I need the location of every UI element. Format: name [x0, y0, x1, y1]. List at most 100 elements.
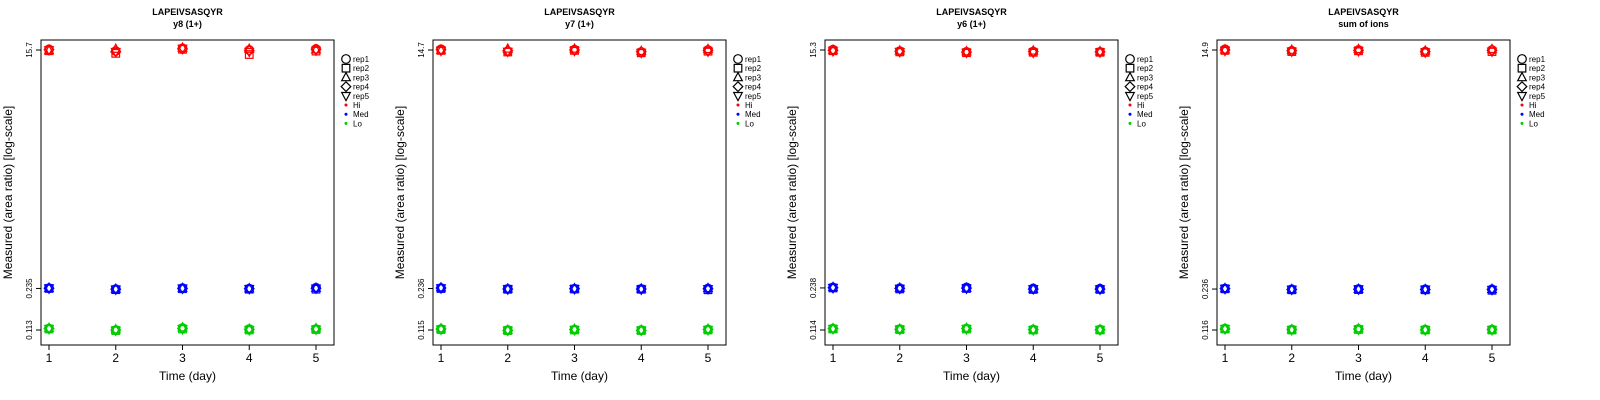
x-axis-label: Time (day)	[943, 369, 1000, 383]
legend-label: rep5	[1529, 92, 1546, 101]
legend-marker-rep1	[1125, 54, 1135, 64]
data-point-lo-rep5	[1486, 326, 1498, 337]
legend-marker-rep3	[340, 71, 352, 82]
y-tick-label: 0.114	[809, 320, 818, 340]
data-point-med-rep3	[110, 282, 122, 293]
data-point-lo-rep3	[635, 323, 647, 334]
y-tick-label: 0.116	[1201, 320, 1210, 340]
data-point-lo-rep3	[1486, 323, 1498, 334]
legend-dot-lo	[1128, 121, 1132, 125]
data-point-hi-rep5	[635, 48, 647, 59]
y-tick-label: 0.236	[417, 278, 426, 299]
legend-label: Lo	[353, 119, 362, 128]
legend-dot-lo	[736, 121, 740, 125]
plot-frame	[824, 39, 1119, 346]
y-axis-label: Measured (area ratio) [log-scale]	[1, 106, 15, 279]
data-point-lo-rep3	[1286, 323, 1298, 334]
legend-label: rep4	[745, 83, 762, 92]
plot-frame	[432, 39, 727, 346]
data-point-med-rep3	[702, 282, 714, 293]
x-tick-label: 5	[313, 351, 320, 365]
data-point-lo-rep3	[243, 322, 255, 333]
data-point-lo-rep3	[110, 323, 122, 334]
data-point-med-rep3	[827, 281, 839, 292]
legend-dot-hi	[736, 103, 740, 107]
data-point-lo-rep5	[1353, 325, 1364, 336]
x-tick-label: 5	[705, 351, 712, 365]
chart-title: LAPEIVSASQYR	[936, 7, 1007, 17]
legend-label: rep4	[1137, 83, 1154, 92]
data-point-med-rep5	[310, 284, 322, 295]
panel-1: LAPEIVSASQYR y8 (1+) 1 2 3 4 5 Time (day) 0.113 0…	[1, 7, 370, 383]
chart-subtitle: y7 (1+)	[565, 19, 594, 29]
y-tick-label: 15.3	[809, 42, 818, 58]
data-point-med-rep3	[502, 282, 514, 293]
legend-label: rep3	[353, 73, 370, 82]
x-tick-label: 1	[46, 351, 53, 365]
data-point-med-rep5	[635, 285, 647, 296]
legend-label: rep3	[745, 73, 762, 82]
data-point-hi-rep5	[1219, 46, 1231, 57]
x-tick-label: 3	[179, 351, 186, 365]
chart-title: LAPEIVSASQYR	[1328, 7, 1399, 17]
x-axis-label: Time (day)	[551, 369, 608, 383]
data-point-hi-rep3	[1094, 45, 1106, 56]
legend-label: Hi	[353, 101, 361, 110]
legend-marker-rep4	[340, 80, 352, 93]
y-axis-label: Measured (area ratio) [log-scale]	[785, 106, 799, 279]
data-point-med-rep3	[1286, 283, 1298, 294]
legend-dot-med	[1520, 112, 1524, 116]
y-tick-label: 0.235	[25, 278, 34, 299]
data-point-lo-rep5	[635, 326, 647, 337]
data-point-lo-rep5	[702, 326, 714, 337]
legend-marker-rep5	[1516, 91, 1528, 102]
legend-label: rep4	[353, 83, 370, 92]
legend-label: rep3	[1529, 73, 1546, 82]
legend-dot-hi	[1128, 103, 1132, 107]
chart-title: LAPEIVSASQYR	[544, 7, 615, 17]
legend-marker-rep1	[1517, 54, 1527, 64]
legend-label: rep5	[745, 92, 762, 101]
legend-marker-rep5	[732, 91, 744, 102]
legend-label: rep1	[353, 55, 370, 64]
legend-label: rep5	[1137, 92, 1154, 101]
data-point-hi-rep5	[502, 47, 514, 58]
data-point-lo-rep3	[310, 322, 322, 333]
data-point-med-rep3	[569, 282, 580, 293]
legend-label: rep2	[353, 64, 370, 73]
data-point-med-rep5	[1486, 285, 1498, 296]
y-tick-label: 15.7	[25, 42, 34, 58]
data-point-lo-rep3	[894, 322, 906, 333]
data-point-hi-rep5	[243, 47, 255, 58]
x-tick-label: 2	[896, 351, 903, 365]
legend-label: rep1	[745, 55, 762, 64]
chart-subtitle: y8 (1+)	[173, 19, 202, 29]
x-tick-label: 4	[1422, 351, 1429, 365]
legend-dot-lo	[1520, 121, 1524, 125]
data-point-med-rep3	[435, 281, 447, 292]
data-point-lo-rep5	[177, 325, 188, 336]
data-point-lo-rep3	[1419, 323, 1431, 334]
x-tick-label: 2	[504, 351, 511, 365]
data-point-med-rep5	[177, 284, 188, 295]
data-point-hi-rep5	[1353, 47, 1364, 58]
panel-4: LAPEIVSASQYR sum of ions 1 2 3 4 5 Time (day) 0.…	[1177, 7, 1546, 383]
y-tick-label: 0.236	[1201, 278, 1210, 299]
data-point-lo-rep3	[43, 321, 55, 332]
data-point-med-rep3	[1486, 282, 1498, 293]
y-tick-label: 0.238	[809, 277, 818, 298]
x-tick-label: 1	[830, 351, 837, 365]
legend-dot-lo	[344, 121, 348, 125]
x-tick-label: 3	[963, 351, 970, 365]
data-point-hi-rep5	[1419, 48, 1431, 59]
data-point-med-rep5	[702, 285, 714, 296]
data-point-med-rep3	[177, 282, 188, 293]
legend-label: rep4	[1529, 83, 1546, 92]
data-point-hi-rep5	[702, 47, 714, 58]
x-tick-label: 5	[1097, 351, 1104, 365]
legend-label: Hi	[1137, 101, 1145, 110]
data-point-lo-rep3	[1094, 323, 1106, 334]
data-point-med-rep5	[1419, 285, 1431, 296]
legend-dot-med	[344, 112, 348, 116]
data-point-med-rep3	[43, 281, 55, 292]
